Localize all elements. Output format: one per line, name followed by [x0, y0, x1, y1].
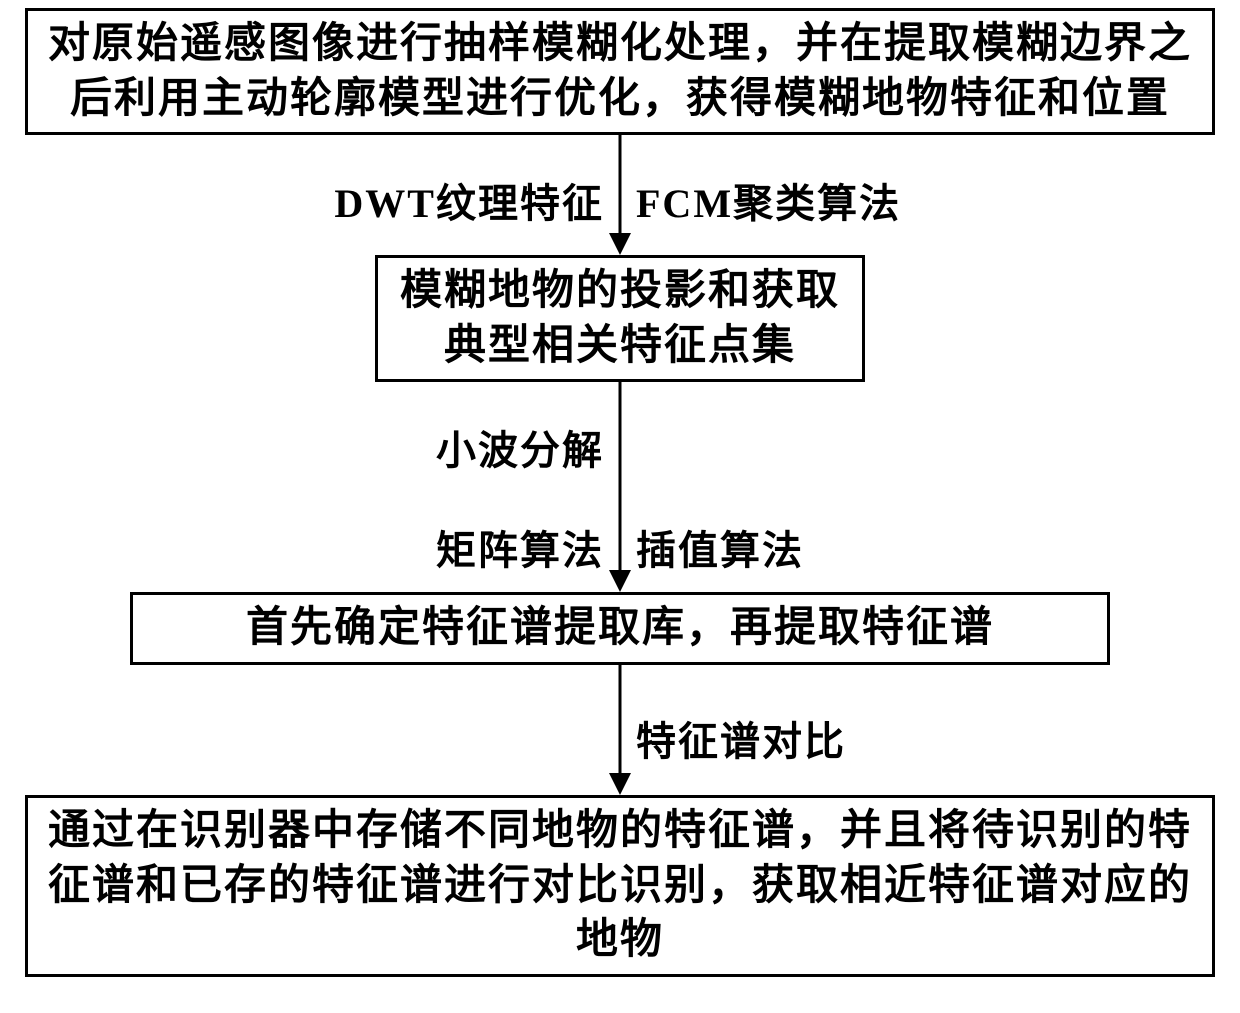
arrow-line: [619, 665, 622, 773]
edge3-label-right: 特征谱对比: [636, 709, 846, 767]
node-3: 首先确定特征谱提取库，再提取特征谱: [130, 592, 1110, 665]
arrow-line: [619, 382, 622, 570]
flowchart-container: 对原始遥感图像进行抽样模糊化处理，并在提取模糊边界之后利用主动轮廓模型进行优化，…: [25, 8, 1215, 977]
arrow-head-icon: [609, 773, 631, 795]
node-4: 通过在识别器中存储不同地物的特征谱，并且将待识别的特征谱和已存的特征谱进行对比识…: [25, 795, 1215, 977]
arrow-head-icon: [609, 233, 631, 255]
edge2-label-right-1: 插值算法: [636, 518, 804, 576]
node-1: 对原始遥感图像进行抽样模糊化处理，并在提取模糊边界之后利用主动轮廓模型进行优化，…: [25, 8, 1215, 135]
edge1-label-right: FCM聚类算法: [636, 171, 901, 229]
edge-2: 小波分解 矩阵算法 插值算法: [25, 382, 1215, 592]
edge2-label-left-1: 矩阵算法: [436, 518, 604, 576]
edge1-label-left: DWT纹理特征: [334, 171, 604, 229]
arrow-line: [619, 135, 622, 233]
arrow-head-icon: [609, 570, 631, 592]
edge2-label-left-0: 小波分解: [436, 418, 604, 476]
node-2: 模糊地物的投影和获取典型相关特征点集: [375, 255, 865, 382]
edge-3: 特征谱对比: [25, 665, 1215, 795]
edge-1: DWT纹理特征 FCM聚类算法: [25, 135, 1215, 255]
